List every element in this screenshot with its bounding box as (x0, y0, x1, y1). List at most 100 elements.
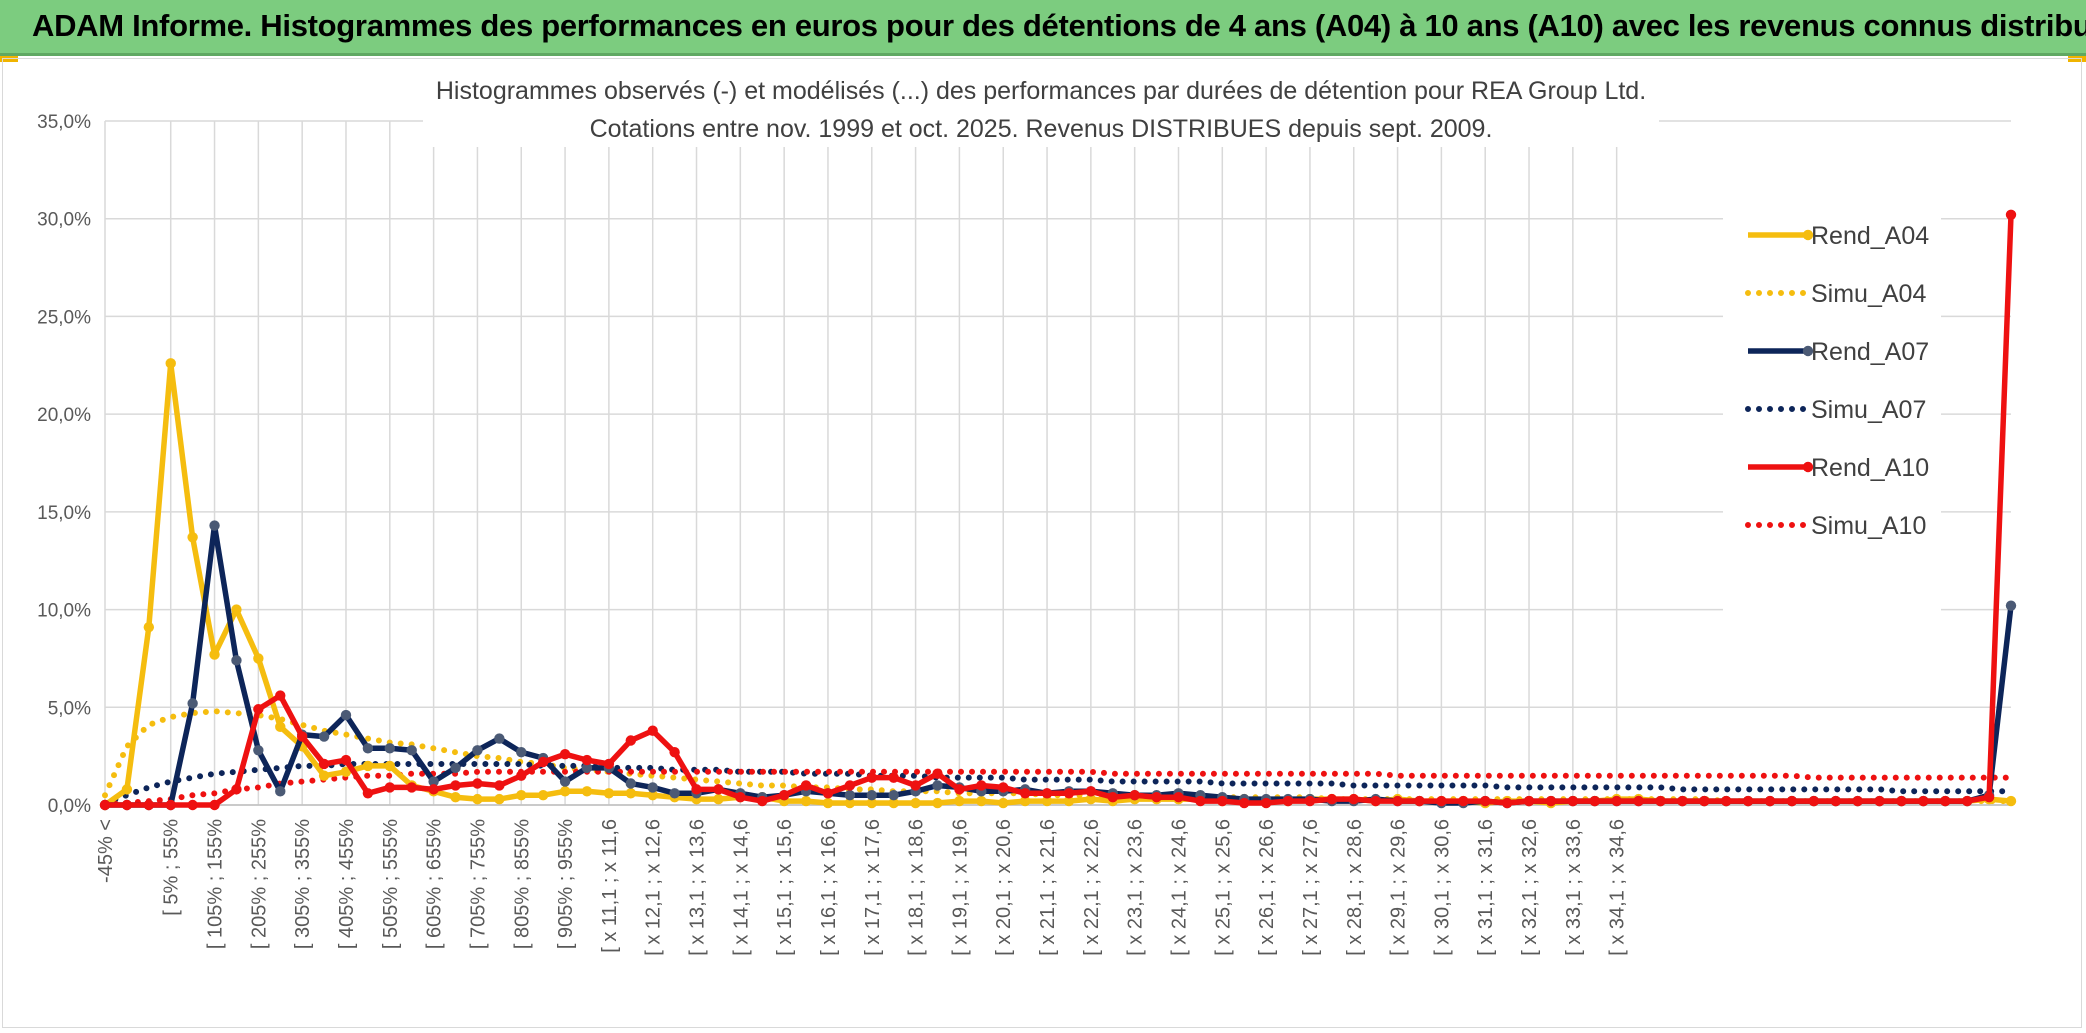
data-point-rend_a10 (1983, 791, 1995, 803)
y-tick-label: 20,0% (37, 405, 91, 426)
x-tick-label: [ x 17,1 ; x 17,6 (862, 819, 884, 956)
data-point-rend_a07 (450, 762, 461, 774)
data-point-rend_a07 (362, 743, 374, 754)
data-point-rend_a04 (888, 797, 899, 809)
data-point-rend_a07 (318, 731, 330, 742)
data-point-rend_a04 (253, 653, 264, 664)
y-tick-label: 0,0% (48, 796, 91, 817)
x-tick-label: [ x 21,1 ; x 21,6 (1037, 819, 1059, 956)
data-point-rend_a04 (275, 721, 286, 733)
x-tick-label: [ 905% ; 955% (555, 819, 577, 949)
data-point-rend_a10 (1480, 795, 1491, 807)
series-line-rend_a10 (105, 214, 2014, 808)
data-point-rend_a10 (1239, 797, 1250, 809)
data-point-rend_a10 (1436, 795, 1447, 807)
data-point-rend_a07 (2005, 600, 2017, 611)
x-tick-label: [ x 23,1 ; x 23,6 (1125, 819, 1147, 956)
data-point-rend_a07 (231, 655, 242, 666)
x-tick-label: [ x 31,1 ; x 31,6 (1475, 819, 1497, 956)
data-point-rend_a10 (494, 780, 505, 791)
data-point-rend_a10 (472, 778, 483, 789)
data-point-rend_a10 (603, 758, 615, 770)
title-background (423, 61, 1659, 147)
data-point-rend_a10 (253, 704, 264, 715)
data-point-rend_a10 (1392, 795, 1403, 807)
data-point-rend_a04 (2005, 795, 2017, 807)
data-point-rend_a04 (910, 797, 921, 809)
data-point-rend_a10 (1041, 788, 1053, 799)
data-point-rend_a10 (1501, 797, 1513, 809)
data-point-rend_a10 (1677, 795, 1688, 807)
x-tick-label: [ 205% ; 255% (248, 819, 270, 949)
data-point-rend_a07 (472, 745, 483, 756)
data-point-rend_a04 (362, 760, 374, 772)
data-point-rend_a07 (494, 733, 505, 744)
data-point-rend_a10 (647, 725, 658, 736)
legend-label: Rend_A04 (1811, 222, 1929, 250)
data-point-rend_a10 (932, 768, 943, 779)
data-point-rend_a10 (559, 748, 571, 760)
data-point-rend_a10 (406, 782, 417, 793)
data-point-rend_a10 (669, 747, 680, 758)
series-line-simu_a10 (102, 768, 2014, 808)
data-point-rend_a04 (516, 790, 527, 801)
data-point-rend_a10 (800, 780, 812, 791)
data-point-rend_a10 (757, 795, 768, 807)
legend-label: Simu_A10 (1811, 512, 1926, 540)
x-tick-label: [ x 14,1 ; x 14,6 (730, 819, 752, 956)
x-tick-label: [ x 11,1 ; x 11,6 (599, 819, 621, 953)
data-point-rend_a10 (296, 731, 308, 742)
data-point-rend_a10 (735, 791, 746, 803)
x-tick-label: [ 805% ; 855% (511, 819, 533, 949)
data-point-rend_a04 (713, 793, 724, 805)
x-tick-label: [ x 16,1 ; x 16,6 (818, 819, 840, 956)
legend-label: Rend_A07 (1811, 338, 1929, 366)
data-point-rend_a10 (231, 784, 242, 795)
data-point-rend_a07 (275, 786, 286, 797)
data-point-rend_a10 (2005, 209, 2017, 221)
x-tick-label: [ x 34,1 ; x 34,6 (1607, 819, 1629, 956)
data-point-rend_a04 (340, 766, 352, 777)
x-tick-label: [ 505% ; 555% (380, 819, 402, 949)
data-point-rend_a04 (647, 790, 658, 801)
data-point-rend_a07 (253, 745, 264, 756)
data-point-rend_a04 (800, 795, 812, 807)
data-point-rend_a07 (406, 745, 417, 756)
data-point-rend_a10 (121, 799, 133, 811)
data-point-rend_a10 (450, 780, 461, 791)
legend-label: Simu_A04 (1811, 280, 1926, 308)
data-point-rend_a07 (844, 790, 856, 801)
data-point-rend_a10 (1458, 795, 1469, 807)
data-point-rend_a10 (910, 780, 921, 791)
chart-title: Histogrammes observés (-) et modélisés (… (436, 77, 1646, 105)
data-point-rend_a10 (1940, 795, 1951, 807)
data-point-rend_a04 (209, 649, 220, 660)
data-point-rend_a07 (516, 747, 527, 758)
line-chart: 0,0% 5,0% 10,0% 15,0% 20,0% 25,0% 30,0% 35,0% -4… (37, 61, 2017, 956)
legend-box (1723, 209, 1941, 629)
data-point-rend_a10 (1786, 795, 1798, 807)
data-point-rend_a10 (1918, 795, 1929, 807)
x-tick-label: [ x 19,1 ; x 19,6 (949, 819, 971, 956)
legend-label: Rend_A10 (1811, 454, 1929, 482)
data-point-rend_a10 (1830, 795, 1841, 807)
data-point-rend_a10 (1633, 795, 1644, 807)
x-tick-label: [ 405% ; 455% (336, 819, 358, 949)
header-banner: ADAM Informe. Histogrammes des performan… (0, 0, 2086, 56)
page-title: ADAM Informe. Histogrammes des performan… (32, 8, 2086, 43)
x-tick-label: [ 105% ; 155% (205, 819, 227, 949)
data-point-rend_a04 (1041, 795, 1053, 807)
data-point-rend_a10 (1019, 788, 1031, 799)
data-point-rend_a04 (187, 532, 198, 543)
data-point-rend_a10 (1699, 795, 1710, 807)
data-point-rend_a10 (1195, 795, 1206, 807)
data-point-rend_a07 (559, 776, 571, 787)
data-point-rend_a04 (450, 791, 461, 803)
data-point-rend_a04 (998, 797, 1009, 809)
data-point-rend_a10 (165, 799, 176, 811)
data-point-rend_a10 (713, 784, 724, 795)
x-tick-label: [ x 15,1 ; x 15,6 (774, 819, 796, 956)
data-point-rend_a10 (866, 772, 877, 783)
data-point-rend_a04 (318, 770, 330, 781)
data-point-rend_a10 (691, 784, 702, 795)
